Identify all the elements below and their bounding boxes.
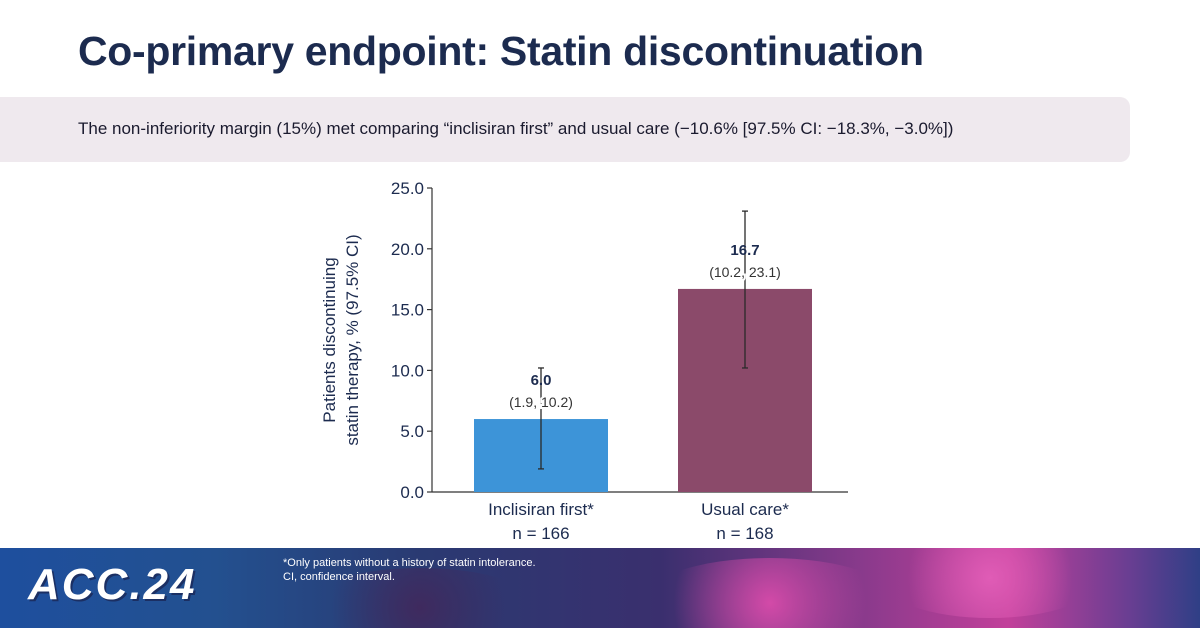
footer: ACC.24 *Only patients without a history … (0, 548, 1200, 628)
x-tick-n-1: n = 166 (512, 524, 569, 543)
x-tick-label-1: Inclisiran first* (488, 500, 594, 519)
acc-logo: ACC.24 (28, 560, 197, 609)
y-tick-label: 0.0 (400, 483, 424, 502)
slide-title: Co-primary endpoint: Statin discontinuat… (78, 28, 924, 74)
x-tick-n-2: n = 168 (716, 524, 773, 543)
footnote-line-2: CI, confidence interval. (283, 571, 395, 583)
y-tick-label: 20.0 (391, 240, 424, 259)
x-tick-label-2: Usual care* (701, 500, 789, 519)
bottom-strip (0, 628, 1200, 643)
y-tick-label: 5.0 (400, 422, 424, 441)
footnote: *Only patients without a history of stat… (283, 556, 536, 584)
ci-label-1: (1.9, 10.2) (509, 394, 573, 410)
y-tick-label: 25.0 (391, 179, 424, 198)
value-label-2: 16.7 (730, 242, 759, 259)
ci-label-2: (10.2, 23.1) (709, 264, 781, 280)
banner-text: The non-inferiority margin (15%) met com… (78, 119, 954, 138)
footnote-line-1: *Only patients without a history of stat… (283, 557, 536, 569)
y-tick-label: 10.0 (391, 361, 424, 380)
y-tick-label: 15.0 (391, 301, 424, 320)
y-axis-label-line-1: Patients discontinuing (320, 257, 339, 422)
value-label-1: 6.0 (531, 372, 552, 389)
y-axis-label-line-2: statin therapy, % (97.5% CI) (343, 234, 362, 445)
key-finding-banner: The non-inferiority margin (15%) met com… (0, 97, 1130, 162)
bar-chart: 0.0 5.0 10.0 15.0 20.0 25.0 Patients discontin… (320, 179, 848, 543)
